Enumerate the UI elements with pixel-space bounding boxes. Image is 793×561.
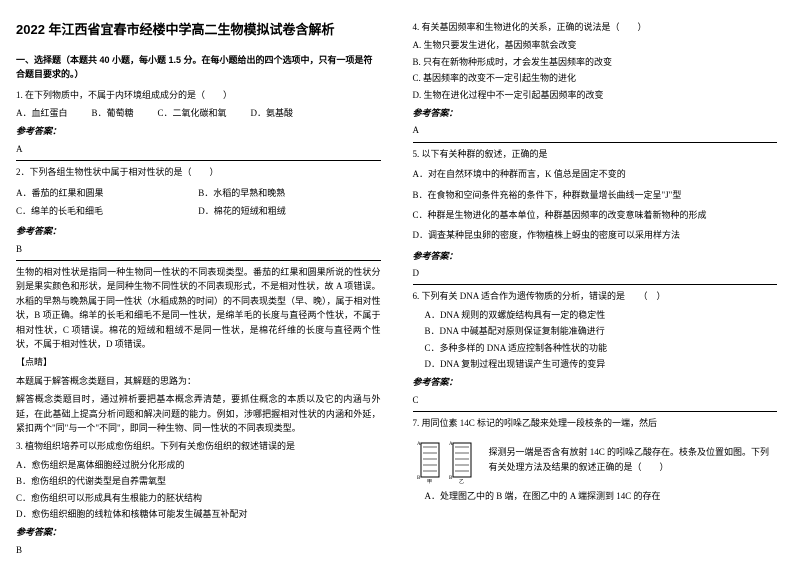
q6-opt-a: A．DNA 规则的双螺旋结构具有一定的稳定性 xyxy=(425,308,778,322)
q2-explain: 生物的相对性状是指同一种生物同一性状的不同表现类型。番茄的红果和圆果所说的性状分… xyxy=(16,265,381,435)
right-page: 4. 有关基因频率和生物进化的关系，正确的说法是（ ） A. 生物只要发生进化，… xyxy=(397,0,793,561)
q3-text: 3. 植物组织培养可以形成愈伤组织。下列有关愈伤组织的叙述错误的是 xyxy=(16,439,381,453)
q1-opt-c: C．二氧化碳和氧 xyxy=(158,106,227,120)
q5-options: A．对在自然环境中的种群而言，K 值总是固定不变的 B．在食物和空间条件充裕的条… xyxy=(413,167,778,243)
q2-options: A．番茄的红果和圆果 B．水稻的早熟和晚熟 C．绵羊的长毛和细毛 D．棉花的短绒… xyxy=(16,184,381,221)
svg-text:乙: 乙 xyxy=(459,478,464,485)
q5-opt-b: B．在食物和空间条件充裕的条件下，种群数量增长曲线一定呈"J"型 xyxy=(413,188,778,202)
q3-ans-label: 参考答案： xyxy=(16,525,381,539)
q2-explain2: 本题属于解答概念类题目，其解题的思路为： xyxy=(16,374,381,388)
q7-text2: 探测另一端是否含有放射 14C 的吲哚乙酸存在。枝条及位置如图。下列有关处理方法… xyxy=(489,445,778,474)
q1-options: A．血红蛋白 B．葡萄糖 C．二氧化碳和氧 D．氨基酸 xyxy=(16,106,381,120)
q1-opt-d: D．氨基酸 xyxy=(251,106,294,120)
q6-opt-c: C．多种多样的 DNA 适应控制各种性状的功能 xyxy=(425,341,778,355)
left-page: 2022 年江西省宜春市经楼中学高二生物模拟试卷含解析 一、选择题（本题共 40… xyxy=(0,0,397,561)
q2-text: 2．下列各组生物性状中属于相对性状的是（ ） xyxy=(16,165,381,179)
q5-ans: D xyxy=(413,266,778,280)
q3-ans: B xyxy=(16,543,381,557)
q2-opt-a: A．番茄的红果和圆果 xyxy=(16,186,198,200)
q4-options: A. 生物只要发生进化，基因频率就会改变 B. 只有在新物种形成时，才会发生基因… xyxy=(413,38,778,102)
q5-opt-c: C．种群是生物进化的基本单位，种群基因频率的改变意味着新物种的形成 xyxy=(413,208,778,222)
q7-text: 7. 用同位素 14C 标记的吲哚乙酸来处理一段枝条的一端，然后 xyxy=(413,416,778,430)
q5-opt-d: D．调查某种昆虫卵的密度，作物植株上蚜虫的密度可以采用样方法 xyxy=(413,228,778,242)
q1-opt-b: B．葡萄糖 xyxy=(92,106,134,120)
q2-ans-label: 参考答案： xyxy=(16,224,381,238)
q3-opt-c: C．愈伤组织可以形成具有生根能力的胚状结构 xyxy=(16,491,381,505)
q1-opt-a: A．血红蛋白 xyxy=(16,106,68,120)
q6-opt-d: D．DNA 复制过程出现错误产生可遗传的变异 xyxy=(425,357,778,371)
q4-ans-label: 参考答案： xyxy=(413,106,778,120)
q6-opt-b: B．DNA 中碱基配对原则保证复制能准确进行 xyxy=(425,324,778,338)
svg-text:B: B xyxy=(449,476,453,481)
q2-dianjing: 【点睛】 xyxy=(16,355,381,369)
q6-ans-label: 参考答案： xyxy=(413,375,778,389)
q4-ans: A xyxy=(413,123,778,137)
q2-explain1: 生物的相对性状是指同一种生物同一性状的不同表现类型。番茄的红果和圆果所说的性状分… xyxy=(16,265,381,351)
svg-text:A: A xyxy=(449,442,453,447)
q3-opt-d: D．愈伤组织细胞的线粒体和核糖体可能发生碱基互补配对 xyxy=(16,507,381,521)
q6-ans: C xyxy=(413,393,778,407)
q1-text: 1. 在下列物质中，不属于内环境组成成分的是（ ） xyxy=(16,88,381,102)
q7-options: A．处理图乙中的 B 端，在图乙中的 A 端探测到 14C 的存在 xyxy=(425,489,778,503)
q1-ans-label: 参考答案： xyxy=(16,124,381,138)
q4-opt-c: C. 基因频率的改变不一定引起生物的进化 xyxy=(413,71,778,85)
q7-figure: A B A B 甲 乙 探测另一端是否含有放射 14C 的吲哚乙酸存在。枝条及位… xyxy=(413,435,778,485)
divider xyxy=(16,260,381,261)
q4-opt-d: D. 生物在进化过程中不一定引起基因频率的改变 xyxy=(413,88,778,102)
q3-opt-b: B．愈伤组织的代谢类型是自养需氧型 xyxy=(16,474,381,488)
q3-opt-a: A．愈伤组织是离体细胞经过脱分化形成的 xyxy=(16,458,381,472)
divider xyxy=(413,411,778,412)
q5-ans-label: 参考答案： xyxy=(413,249,778,263)
q3-options: A．愈伤组织是离体细胞经过脱分化形成的 B．愈伤组织的代谢类型是自养需氧型 C．… xyxy=(16,458,381,522)
svg-text:A: A xyxy=(417,442,421,447)
section-header: 一、选择题（本题共 40 小题，每小题 1.5 分。在每小题给出的四个选项中，只… xyxy=(16,53,381,82)
q5-opt-a: A．对在自然环境中的种群而言，K 值总是固定不变的 xyxy=(413,167,778,181)
divider xyxy=(413,284,778,285)
exam-title: 2022 年江西省宜春市经楼中学高二生物模拟试卷含解析 xyxy=(16,20,381,41)
q2-ans: B xyxy=(16,242,381,256)
divider xyxy=(16,160,381,161)
q2-explain3: 解答概念类题目时，通过辨析要把基本概念弄清楚，要抓住概念的本质以及它的内涵与外延… xyxy=(16,392,381,435)
q6-options: A．DNA 规则的双螺旋结构具有一定的稳定性 B．DNA 中碱基配对原则保证复制… xyxy=(425,308,778,372)
q5-text: 5. 以下有关种群的叙述，正确的是 xyxy=(413,147,778,161)
q4-opt-b: B. 只有在新物种形成时，才会发生基因频率的改变 xyxy=(413,55,778,69)
q7-diagram: A B A B 甲 乙 xyxy=(413,435,483,485)
q7-opt-a: A．处理图乙中的 B 端，在图乙中的 A 端探测到 14C 的存在 xyxy=(425,489,778,503)
q4-opt-a: A. 生物只要发生进化，基因频率就会改变 xyxy=(413,38,778,52)
svg-text:甲: 甲 xyxy=(427,479,432,485)
q1-ans: A xyxy=(16,142,381,156)
svg-text:B: B xyxy=(417,476,421,481)
q2-opt-b: B．水稻的早熟和晚熟 xyxy=(198,186,380,200)
q6-text: 6. 下列有关 DNA 适合作为遗传物质的分析，错误的是 （ ） xyxy=(413,289,778,303)
q4-text: 4. 有关基因频率和生物进化的关系，正确的说法是（ ） xyxy=(413,20,778,34)
q2-opt-d: D．棉花的短绒和粗绒 xyxy=(198,204,380,218)
divider xyxy=(413,142,778,143)
q2-opt-c: C．绵羊的长毛和细毛 xyxy=(16,204,198,218)
